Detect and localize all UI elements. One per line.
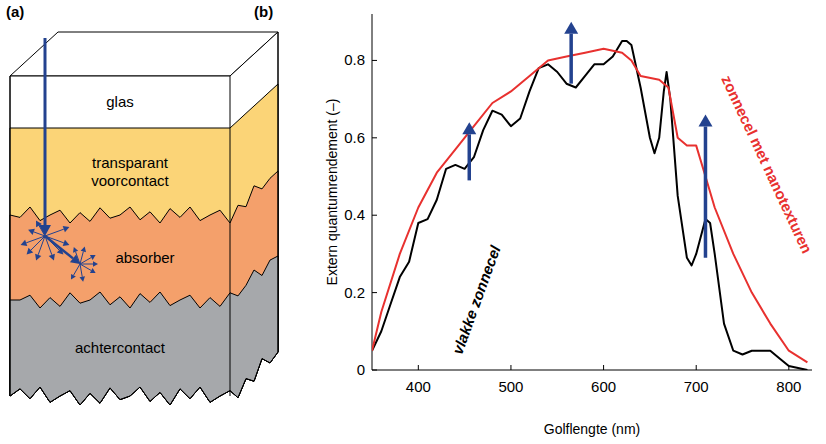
- panel-label: (a): [6, 3, 24, 20]
- scatter-arrow: [45, 229, 64, 236]
- scatter-arrow: [38, 236, 45, 255]
- arrow-head: [699, 115, 713, 127]
- light-arrow: [45, 236, 73, 258]
- box-edge: [230, 76, 231, 396]
- scatter-arrow-head: [73, 247, 78, 253]
- x-axis-title: Golflengte (nm): [544, 421, 640, 437]
- layer-2: [10, 171, 278, 405]
- x-tick-label: 500: [498, 378, 523, 395]
- series-label: vlakke zonnecel: [449, 242, 504, 356]
- y-tick-label: 0: [357, 361, 365, 378]
- improvement-arrow: [699, 115, 713, 258]
- x-tick: [696, 365, 697, 370]
- light-arrow: [44, 38, 47, 225]
- scatter-arrow-head: [63, 226, 70, 232]
- scatter-arrow-head: [80, 276, 86, 281]
- y-tick: [372, 292, 377, 293]
- y-tick: [372, 370, 377, 371]
- scatter-arrow-head: [93, 261, 98, 267]
- layer-label-line: transparant: [92, 154, 169, 171]
- panel-label: (b): [254, 3, 273, 20]
- panel-b: 400 500 600 700 800 0 0.2 0.4 0.6 0.8 Golflengte (…: [254, 3, 816, 437]
- x-tick: [510, 365, 511, 370]
- scatter-arrow-head: [36, 220, 42, 227]
- arrow-shaft: [569, 34, 573, 84]
- x-tick: [418, 365, 419, 370]
- y-tick-label: 0.8: [344, 51, 365, 68]
- figure: glas transparantvoorcontact absorber achter…: [0, 0, 826, 444]
- arrow-shaft: [468, 134, 472, 180]
- x-tick-label: 800: [776, 378, 801, 395]
- plot-data: [372, 22, 807, 370]
- scatter-arrow-head: [27, 248, 34, 255]
- layer-label: achtercontact: [75, 339, 166, 356]
- layer-label: absorber: [115, 249, 174, 266]
- y-tick-label: 0.4: [344, 206, 365, 223]
- y-tick: [372, 215, 377, 216]
- arrow-head: [462, 122, 476, 134]
- layer-label-line: voorcontact: [91, 172, 169, 189]
- y-tick-label: 0.2: [344, 284, 365, 301]
- scatter-arrow: [80, 264, 93, 265]
- panel-a: glas transparantvoorcontact absorber achter…: [6, 3, 278, 405]
- layer-label: transparantvoorcontact: [91, 154, 169, 189]
- layer-1: [10, 84, 278, 405]
- arrow-head: [564, 22, 578, 34]
- improvement-arrow: [462, 122, 476, 180]
- x-tick-label: 700: [684, 378, 709, 395]
- y-tick: [372, 60, 377, 61]
- scatter-arrow: [80, 264, 91, 271]
- box-edge: [10, 76, 11, 396]
- scatter-arrow-head: [71, 274, 76, 280]
- scatter-arrow-head: [63, 240, 70, 246]
- scatter-arrow-head: [49, 254, 55, 261]
- y-tick: [372, 137, 377, 138]
- scatter-arrow-head: [21, 240, 28, 246]
- y-axis-title: Extern quantumrendement (–): [324, 99, 340, 286]
- scatter-arrow-head: [28, 229, 35, 235]
- layer-0: [10, 32, 278, 405]
- scatter-arrow: [39, 226, 45, 236]
- scatter-arrow-head: [81, 247, 86, 253]
- x-tick-label: 600: [591, 378, 616, 395]
- box-bottom-edge: [10, 352, 278, 405]
- series-label: zonnecel met nanotexturen: [718, 73, 815, 256]
- scatter-arrow: [74, 264, 81, 275]
- scatter-arrow: [76, 252, 80, 264]
- y-tick-label: 0.6: [344, 129, 365, 146]
- scatter-arrow-head: [35, 254, 41, 261]
- y-axis: [372, 14, 373, 370]
- scatter-arrow: [80, 251, 83, 264]
- layer-3: [10, 256, 278, 405]
- layer-label: glas: [106, 93, 134, 110]
- scatter-arrow: [80, 264, 82, 277]
- scatter-arrow-head: [90, 268, 96, 273]
- scatter-arrow-head: [90, 255, 96, 260]
- x-axis: [372, 370, 812, 371]
- x-tick-label: 400: [406, 378, 431, 395]
- improvement-arrow: [564, 22, 578, 84]
- box-edge: [278, 32, 279, 352]
- x-tick: [603, 365, 604, 370]
- arrow-shaft: [704, 127, 708, 258]
